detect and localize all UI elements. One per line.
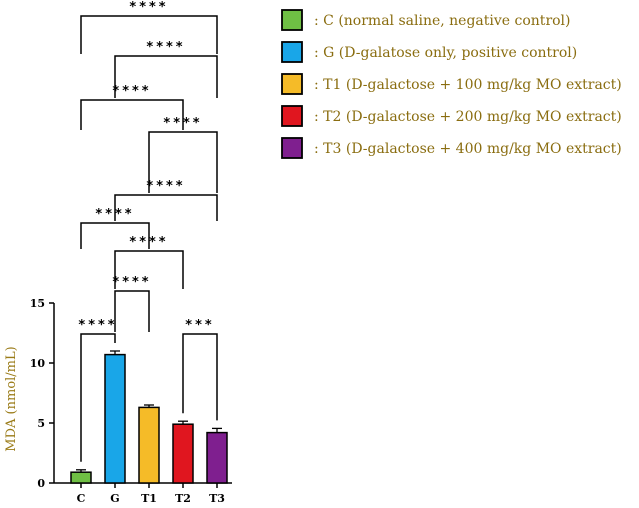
x-tick-label: T1: [141, 492, 157, 505]
bracket-T2-T3: [182, 333, 218, 421]
legend-swatch-1: [281, 41, 303, 63]
y-tick-label: 10: [30, 357, 46, 370]
x-tick-label: G: [110, 492, 119, 505]
significance-stars: ****: [78, 318, 117, 333]
bracket-G-T3: [114, 55, 218, 98]
significance-brackets: ***************************************: [78, 0, 218, 462]
significance-stars: ****: [129, 235, 168, 250]
bracket-G-T3: [114, 194, 218, 221]
legend-swatch-2: [281, 73, 303, 95]
bar-G: [104, 353, 126, 484]
bar-T3: [206, 431, 228, 484]
bracket-T1-T3: [148, 131, 218, 193]
y-tick-label: 15: [30, 297, 45, 310]
bar-T2: [172, 423, 194, 484]
legend-label-4: : T3 (D-galactose + 400 mg/kg MO extract…: [314, 141, 622, 157]
bracket-C-T2: [80, 99, 184, 130]
bracket-C-T3: [80, 15, 218, 54]
x-tick-label: T2: [175, 492, 191, 505]
x-tick-label: C: [77, 492, 86, 505]
legend-label-1: : G (D-galatose only, positive control): [314, 45, 577, 61]
axes: 0 5 10 15 MDA (nmol/mL) C G T1 T2 T3: [4, 297, 232, 505]
bracket-G-T2: [114, 250, 184, 289]
significance-stars: ****: [112, 84, 151, 99]
bar-C: [70, 471, 92, 484]
legend-label-0: : C (normal saline, negative control): [314, 13, 571, 29]
significance-stars: ****: [146, 179, 185, 194]
y-tick-label: 5: [37, 417, 45, 430]
significance-stars: ****: [163, 116, 202, 131]
legend: : C (normal saline, negative control) : G…: [281, 9, 622, 159]
legend-label-2: : T1 (D-galactose + 100 mg/kg MO extract…: [314, 77, 622, 93]
significance-stars: ****: [112, 275, 151, 290]
bar-T1: [138, 406, 160, 484]
y-tick-label: 0: [37, 477, 45, 490]
legend-swatch-0: [281, 9, 303, 31]
bracket-G-T1: [114, 290, 150, 332]
significance-stars: ****: [129, 0, 168, 15]
legend-swatch-3: [281, 105, 303, 127]
bracket-C-G: [80, 333, 116, 462]
significance-stars: ****: [95, 207, 134, 222]
legend-label-3: : T2 (D-galactose + 200 mg/kg MO extract…: [314, 109, 622, 125]
bracket-C-T1: [80, 222, 150, 249]
y-axis-label: MDA (nmol/mL): [4, 346, 19, 451]
x-tick-label: T3: [209, 492, 225, 505]
legend-swatch-4: [281, 137, 303, 159]
significance-stars: ****: [146, 40, 185, 55]
bars: [70, 350, 228, 484]
significance-stars: ***: [185, 318, 214, 333]
